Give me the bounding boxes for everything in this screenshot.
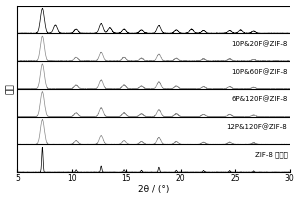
Text: 6P&120F@ZIF-8: 6P&120F@ZIF-8 xyxy=(231,96,287,103)
Text: 12P&120F@ZIF-8: 12P&120F@ZIF-8 xyxy=(226,124,287,131)
Text: ZIF-8 标准峰: ZIF-8 标准峰 xyxy=(254,152,287,158)
Text: 10P&60F@ZIF-8: 10P&60F@ZIF-8 xyxy=(231,68,287,75)
X-axis label: 2θ / (°): 2θ / (°) xyxy=(138,185,169,194)
Text: 10P&20F@ZIF-8: 10P&20F@ZIF-8 xyxy=(231,41,287,47)
Y-axis label: 强度: 强度 xyxy=(6,84,15,94)
